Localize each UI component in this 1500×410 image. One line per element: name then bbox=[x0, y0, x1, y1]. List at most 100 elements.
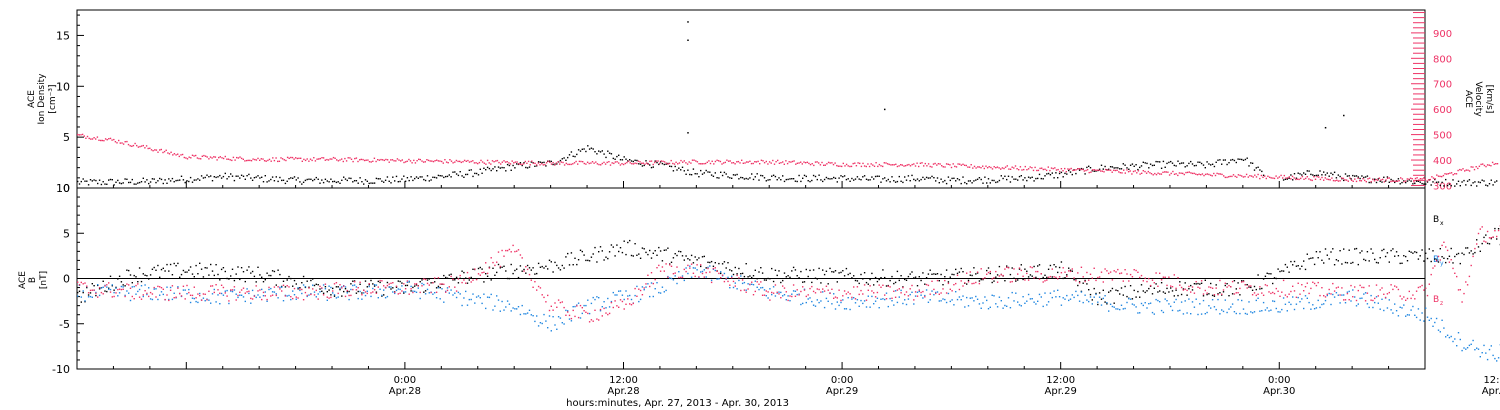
bx-point bbox=[758, 271, 760, 273]
bz-point bbox=[372, 291, 374, 293]
density-point bbox=[417, 177, 419, 179]
by-point bbox=[732, 286, 735, 289]
bx-point bbox=[1200, 282, 1203, 284]
by-point bbox=[1379, 308, 1381, 310]
bz-point bbox=[1333, 290, 1336, 292]
bx-point bbox=[966, 283, 968, 285]
by-point bbox=[811, 300, 813, 303]
by-point bbox=[958, 296, 961, 298]
by-point bbox=[1242, 308, 1245, 310]
bz-point bbox=[1122, 280, 1124, 282]
bz-point bbox=[1009, 281, 1012, 283]
by-point bbox=[1157, 299, 1159, 302]
bz-point bbox=[1330, 293, 1332, 295]
bz-point bbox=[632, 302, 634, 305]
by-point bbox=[776, 292, 778, 294]
velocity-point bbox=[786, 162, 789, 165]
velocity-point bbox=[570, 163, 572, 166]
bz-point bbox=[987, 271, 990, 274]
bz-point bbox=[812, 290, 815, 293]
bx-point bbox=[1248, 286, 1250, 288]
bx-point bbox=[1477, 246, 1480, 248]
bx-point bbox=[306, 280, 308, 282]
by-point bbox=[967, 305, 970, 307]
density-point bbox=[701, 173, 704, 175]
density-point bbox=[1241, 158, 1243, 161]
velocity-point bbox=[1050, 167, 1053, 169]
bz-point bbox=[1370, 299, 1372, 301]
by-point bbox=[1443, 327, 1445, 329]
bx-point bbox=[1115, 289, 1117, 291]
bx-point bbox=[658, 246, 660, 249]
bz-point bbox=[938, 293, 940, 295]
bz-point bbox=[814, 292, 817, 294]
by-point bbox=[960, 299, 962, 301]
velocity-point bbox=[742, 162, 744, 164]
velocity-point bbox=[380, 158, 382, 161]
x-tick-date-label: Apr.30 bbox=[1482, 386, 1500, 397]
bx-point bbox=[228, 278, 230, 280]
bz-point bbox=[743, 289, 746, 291]
velocity-point bbox=[280, 157, 282, 159]
density-point bbox=[299, 181, 301, 183]
velocity-point bbox=[441, 160, 443, 163]
bx-point bbox=[1270, 273, 1272, 275]
by-point bbox=[426, 288, 429, 291]
bx-point bbox=[1383, 248, 1385, 251]
by-point bbox=[102, 286, 104, 288]
by-point bbox=[129, 299, 132, 302]
bx-point bbox=[406, 284, 409, 287]
bx-point bbox=[623, 240, 625, 242]
density-point bbox=[297, 177, 299, 179]
velocity-point bbox=[760, 159, 763, 161]
bx-point bbox=[995, 276, 997, 278]
velocity-point bbox=[1083, 170, 1085, 172]
velocity-point bbox=[716, 159, 718, 161]
bx-point bbox=[1476, 239, 1478, 241]
bz-point bbox=[1306, 282, 1308, 284]
bz-point bbox=[180, 295, 183, 297]
by-point bbox=[998, 296, 1001, 298]
bz-point bbox=[182, 285, 185, 287]
density-point bbox=[1412, 183, 1414, 185]
bz-point bbox=[1088, 279, 1090, 281]
velocity-point bbox=[1100, 170, 1102, 172]
by-point bbox=[1306, 297, 1308, 299]
density-point bbox=[474, 172, 476, 175]
velocity-point bbox=[293, 158, 295, 160]
bx-point bbox=[343, 290, 345, 293]
velocity-point bbox=[409, 160, 412, 162]
by-point bbox=[1002, 307, 1004, 309]
velocity-point bbox=[690, 162, 692, 164]
bz-point bbox=[337, 292, 339, 295]
by-point bbox=[169, 286, 172, 289]
velocity-point bbox=[954, 165, 956, 168]
density-point bbox=[326, 180, 328, 182]
density-point bbox=[404, 180, 407, 182]
bz-point bbox=[1200, 280, 1203, 282]
by-point bbox=[142, 295, 144, 298]
x-tick-time-label: 12:00 bbox=[1483, 375, 1500, 386]
bx-point bbox=[168, 270, 170, 272]
bx-point bbox=[151, 268, 154, 270]
density-point bbox=[377, 178, 379, 180]
density-point bbox=[1388, 181, 1390, 183]
bz-point bbox=[1044, 280, 1046, 282]
by-point bbox=[1166, 300, 1168, 302]
bx-point bbox=[829, 267, 831, 270]
velocity-point bbox=[91, 138, 94, 140]
bx-point bbox=[572, 264, 574, 266]
by-point bbox=[153, 288, 155, 290]
velocity-point bbox=[1055, 169, 1058, 171]
density-point bbox=[834, 177, 837, 179]
density-point bbox=[1029, 177, 1032, 179]
velocity-point bbox=[1419, 178, 1422, 180]
bz-point bbox=[330, 296, 332, 299]
velocity-point bbox=[1026, 169, 1028, 171]
bx-point bbox=[1060, 261, 1063, 263]
velocity-point bbox=[1349, 177, 1351, 179]
bx-point bbox=[1017, 279, 1019, 281]
density-point bbox=[1100, 164, 1103, 166]
velocity-point bbox=[490, 163, 492, 165]
by-point bbox=[516, 308, 518, 310]
